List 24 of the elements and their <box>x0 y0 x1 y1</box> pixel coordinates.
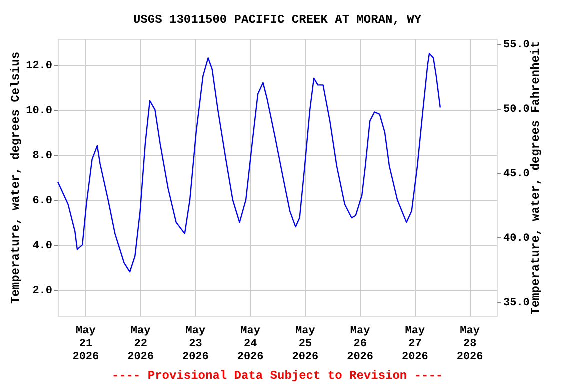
x-tick-label: May 24 2026 <box>237 326 264 364</box>
line-series <box>57 53 442 273</box>
y-tick-label: 10.0 <box>26 105 52 118</box>
x-tick-label: May 23 2026 <box>182 326 209 364</box>
y2-tick-label: 50.0 <box>504 104 530 116</box>
y-tick-label: 12.0 <box>26 60 52 72</box>
y-tick-label: 4.0 <box>32 240 52 253</box>
x-tick-label: May 26 2026 <box>347 326 374 364</box>
y2-tick-label: 35.0 <box>504 297 530 310</box>
y2-axis-title: Temperature, water, degrees Fahrenheit <box>528 41 543 315</box>
y-axis-title: Temperature, water, degrees Celsius <box>9 52 24 304</box>
x-tick-label: May 27 2026 <box>402 326 428 364</box>
y2-tick-label: 45.0 <box>504 168 530 180</box>
x-tick-label: May 25 2026 <box>292 326 319 364</box>
y-tick-label: 2.0 <box>32 286 52 298</box>
x-tick-label: May 28 2026 <box>456 326 484 364</box>
y-tick-label: 8.0 <box>32 150 52 162</box>
text: ---- Provisional Data Subject to Revision ---- <box>112 369 444 383</box>
chart-title: USGS 13011500 PACIFIC CREEK AT MORAN, WY <box>133 13 422 28</box>
x-tick-label: May 22 2026 <box>128 326 154 364</box>
y2-tick-label: 55.0 <box>504 40 530 52</box>
x-tick-label: May 21 2026 <box>72 326 100 364</box>
y-tick-label: 6.0 <box>32 196 52 208</box>
y2-tick-label: 40.0 <box>504 232 530 245</box>
